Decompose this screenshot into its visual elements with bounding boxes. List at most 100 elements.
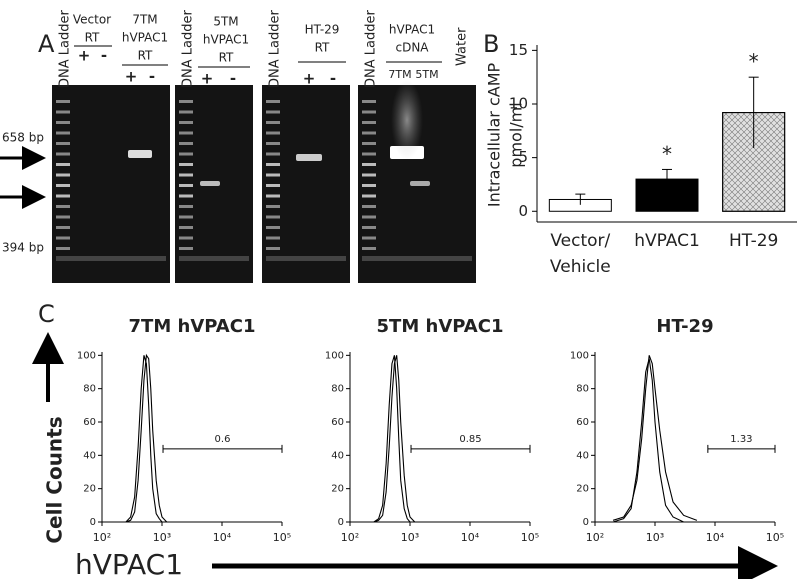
y-tick-label: 40 <box>331 450 344 461</box>
group-label: RT <box>85 31 100 45</box>
x-tick-label: hVPAC1 <box>634 231 700 251</box>
gate-label: 1.33 <box>730 434 752 445</box>
y-tick-label: 10 <box>509 95 528 113</box>
ladder-band <box>56 131 70 135</box>
lane-label: Water <box>455 27 470 66</box>
y-axis-label: pmol/ml <box>507 102 526 167</box>
x-tick-label-box: HT-29 <box>728 231 779 251</box>
gel-band <box>296 154 322 161</box>
bottom-band <box>56 256 166 261</box>
bottom-band <box>266 256 346 261</box>
ladder-band <box>266 205 280 208</box>
group-label: HT-29 <box>305 23 340 37</box>
ladder-band <box>362 236 376 240</box>
ladder-band <box>362 131 376 135</box>
lane-sign: + <box>78 47 91 65</box>
y-axis-label: Intracellular cAMP <box>485 63 504 208</box>
group-label: hVPAC1 <box>389 23 435 37</box>
ladder-band <box>56 236 70 240</box>
histogram-line <box>612 355 698 521</box>
ladder-band <box>266 215 280 219</box>
group-label: Vector <box>73 13 111 27</box>
gate-label: 0.85 <box>459 434 481 445</box>
ladder-band <box>179 205 193 208</box>
x-tick-label: 10³ <box>153 531 171 544</box>
ladder-band <box>266 236 280 240</box>
ladder-band <box>362 205 376 208</box>
y-axis-label: Cell Counts <box>43 416 67 543</box>
ladder-band <box>362 142 376 145</box>
ladder-band <box>179 226 193 229</box>
ladder-band <box>179 247 193 250</box>
y-tick-label: 100 <box>325 350 344 361</box>
ladder-band <box>56 215 70 219</box>
ladder-band <box>56 173 70 177</box>
gel-band <box>200 181 220 186</box>
group-label: 5TM <box>213 15 238 29</box>
histogram-line <box>125 355 167 523</box>
ladder-band <box>266 100 280 103</box>
y-tick-label: 0 <box>90 517 96 528</box>
chart-title: 5TM hVPAC1 <box>377 316 504 337</box>
y-tick-label: 0 <box>518 202 528 220</box>
ladder-band <box>179 131 193 135</box>
ladder-band <box>362 100 376 103</box>
lane-sign: - <box>230 70 236 88</box>
ladder-band <box>362 184 376 187</box>
histogram-line <box>612 358 697 523</box>
ladder-band <box>362 110 376 114</box>
histogram-line <box>125 353 168 523</box>
ladder-band <box>362 215 376 219</box>
group-label: cDNA <box>395 41 429 55</box>
y-tick-label: 100 <box>77 350 96 361</box>
x-tick-label: 10² <box>93 531 111 544</box>
ladder-band <box>362 173 376 177</box>
ladder-band <box>266 152 280 156</box>
ladder-band <box>179 100 193 103</box>
y-tick-label: 60 <box>83 417 96 428</box>
group-label: hVPAC1 <box>203 33 249 47</box>
y-tick-label: 80 <box>83 384 96 395</box>
ladder-label: DNA Ladder <box>58 10 73 88</box>
bottom-band <box>362 256 472 261</box>
group-label: hVPAC1 <box>122 31 168 45</box>
ladder-band <box>56 100 70 103</box>
group-label: 7TM <box>132 13 157 27</box>
ladder-band <box>179 110 193 114</box>
ladder-label: DNA Ladder <box>364 10 379 88</box>
lane-sign: - <box>101 47 107 65</box>
y-tick-label: 20 <box>83 484 96 495</box>
gel-band <box>128 150 152 158</box>
y-tick-label: 20 <box>576 484 589 495</box>
group-label: RT <box>315 41 330 55</box>
ladder-band <box>266 194 280 198</box>
x-axis-label: hVPAC1 <box>75 548 183 579</box>
ladder-band <box>179 163 193 166</box>
ladder-band <box>362 152 376 156</box>
x-tick-label: 10⁴ <box>461 531 480 544</box>
y-tick-label: 80 <box>576 384 589 395</box>
lane-sign: - <box>149 68 155 86</box>
chart-title: HT-29 <box>656 316 713 337</box>
ladder-band <box>56 247 70 250</box>
histogram-line <box>373 355 416 523</box>
ladder-band <box>56 163 70 166</box>
ladder-band <box>266 163 280 166</box>
x-tick-label: 10⁵ <box>273 531 291 544</box>
gel-band <box>410 181 430 186</box>
ladder-band <box>266 247 280 250</box>
ladder-band <box>56 121 70 124</box>
ladder-band <box>362 247 376 250</box>
x-tick-label: 10³ <box>401 531 419 544</box>
x-tick-label: HT-29 <box>728 231 779 251</box>
ladder-band <box>179 184 193 187</box>
x-tick-label-box: Vector/ Vehicle <box>550 231 611 277</box>
y-tick-label: 20 <box>331 484 344 495</box>
x-tick-label-box: hVPAC1 <box>634 231 700 251</box>
ladder-band <box>56 184 70 187</box>
ladder-band <box>179 142 193 145</box>
y-tick-label: 0 <box>338 517 344 528</box>
x-tick-label: 10² <box>341 531 359 544</box>
bottom-band <box>179 256 249 261</box>
